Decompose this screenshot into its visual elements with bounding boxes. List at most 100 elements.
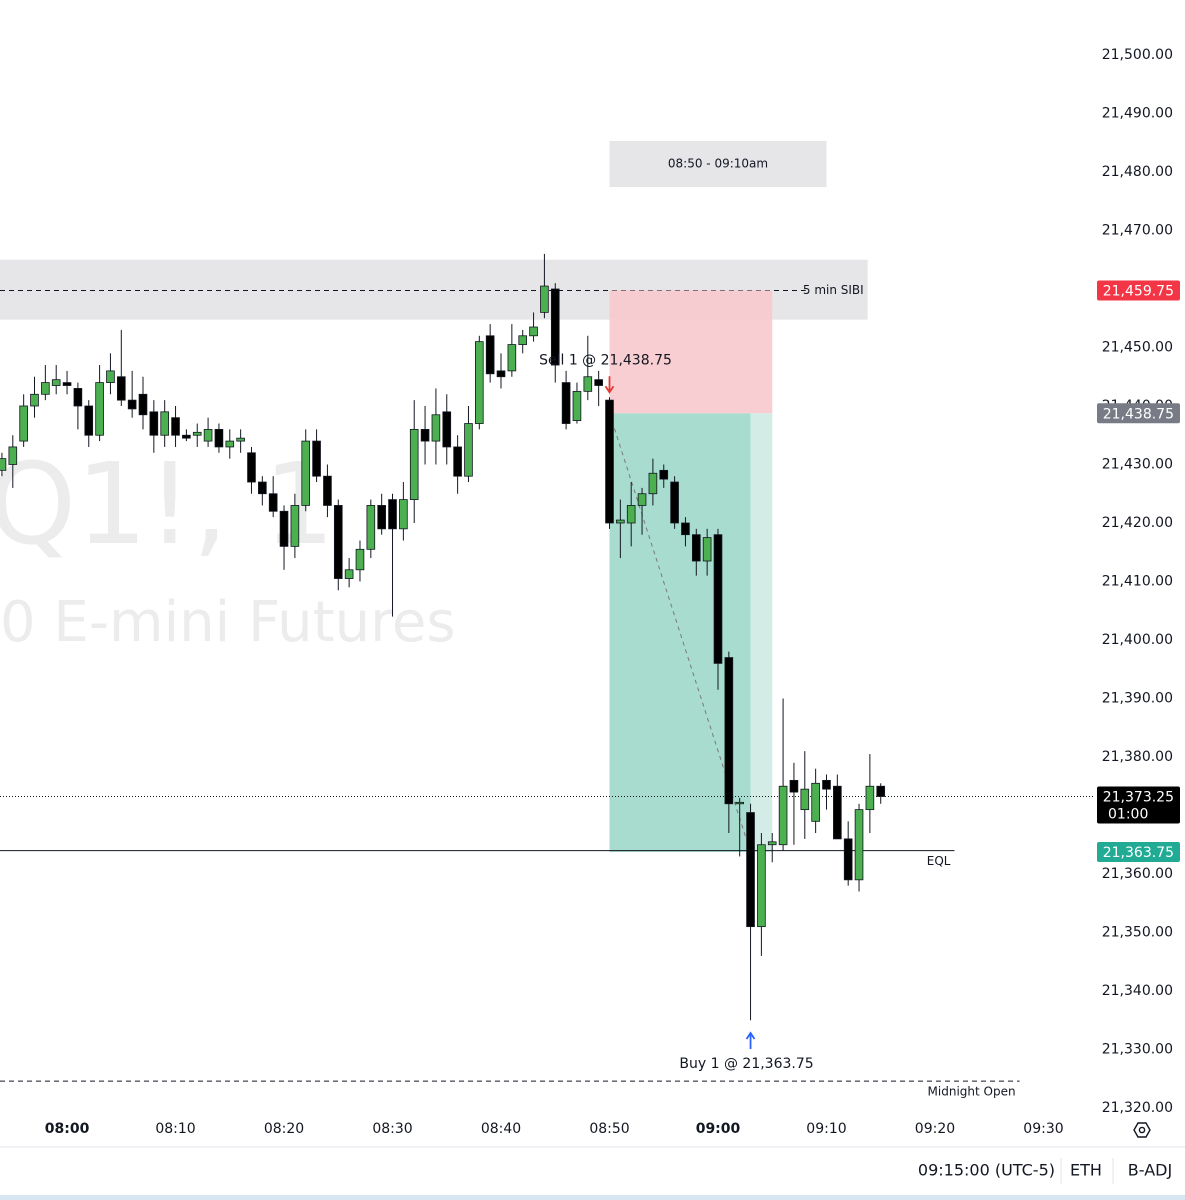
candle-body <box>420 428 430 442</box>
x-tick-label: 08:10 <box>155 1121 195 1137</box>
session-box <box>609 141 827 187</box>
candle-body <box>626 505 636 524</box>
candle-body <box>290 505 300 547</box>
y-tick-label: 21,410.00 <box>1102 573 1173 589</box>
stop-price-text: 21,459.75 <box>1103 283 1174 299</box>
candle-body <box>409 428 419 500</box>
candle-body <box>616 519 625 524</box>
y-tick-label: 21,490.00 <box>1102 105 1173 121</box>
settings-icon[interactable] <box>1133 1122 1151 1138</box>
candle-body <box>561 382 571 424</box>
x-tick-label: 08:40 <box>481 1121 521 1137</box>
candle-body <box>843 838 853 881</box>
target-price-box <box>1097 842 1180 863</box>
candle-body <box>431 414 441 442</box>
candle-body <box>691 534 701 562</box>
settings-hexagon <box>1133 1122 1151 1138</box>
candle-body <box>485 335 495 375</box>
candle-body <box>637 493 647 506</box>
y-tick-label: 21,400.00 <box>1102 632 1173 648</box>
candle-body <box>73 388 83 407</box>
x-tick-label: 08:50 <box>589 1121 629 1137</box>
level-label: Midnight Open <box>928 1085 1016 1099</box>
candle-body <box>681 522 690 536</box>
candle-body <box>550 288 560 366</box>
candle-body <box>388 499 397 530</box>
candle-body <box>876 785 886 797</box>
status-session[interactable]: ETH <box>1070 1161 1102 1180</box>
candle-body <box>789 779 799 793</box>
candle-body <box>127 399 137 410</box>
candle-body <box>605 399 614 524</box>
y-tick-label: 21,320.00 <box>1102 1100 1173 1116</box>
entry-label: Sell 1 @ 21,438.75 <box>539 352 672 368</box>
candle-body <box>594 379 603 386</box>
x-tick-label: 08:20 <box>264 1121 304 1137</box>
y-tick-label: 21,430.00 <box>1102 456 1173 472</box>
candle-body <box>529 326 538 337</box>
candle-body <box>203 428 213 442</box>
last-price-text: 21,373.25 <box>1103 789 1174 805</box>
candle-body <box>116 376 126 401</box>
settings-dot <box>1138 1126 1146 1134</box>
candle-body <box>30 393 39 407</box>
candle-body <box>767 841 777 846</box>
candle-body <box>800 788 810 811</box>
candle-body <box>192 431 202 436</box>
candle-body <box>182 434 191 439</box>
candle-body <box>757 844 766 928</box>
watermark-description: 0 E-mini Futures <box>0 590 456 655</box>
candle-body <box>713 534 723 664</box>
candle-body <box>507 344 517 372</box>
x-tick-label: 08:00 <box>45 1121 90 1137</box>
candle-body <box>778 785 788 846</box>
candle-body <box>833 785 842 840</box>
y-tick-label: 21,390.00 <box>1102 690 1173 706</box>
candle-body <box>160 411 169 436</box>
candle-body <box>279 510 289 547</box>
candle-body <box>572 390 582 422</box>
candle-body <box>8 446 18 465</box>
status-time[interactable]: 09:15:00 (UTC-5) <box>918 1161 1055 1180</box>
candle-body <box>138 393 148 416</box>
candle-body <box>268 493 278 512</box>
candle-body <box>236 437 245 442</box>
stop-price-box <box>1097 280 1180 301</box>
candle-body <box>702 537 712 562</box>
y-tick-label: 21,470.00 <box>1102 222 1173 238</box>
candle-body <box>854 809 864 881</box>
sell-arrow <box>604 376 615 394</box>
exit-label: Buy 1 @ 21,363.75 <box>679 1056 813 1072</box>
candle-body <box>51 379 61 386</box>
y-tick-label: 21,480.00 <box>1102 164 1173 180</box>
bar-countdown: 01:00 <box>1108 806 1148 822</box>
candle-body <box>247 452 256 483</box>
candle-body <box>366 505 376 550</box>
candle-body <box>496 370 506 378</box>
candle-body <box>333 505 343 579</box>
candle-body <box>62 382 72 386</box>
entry-price-box <box>1097 403 1180 424</box>
watermark-symbol: Q1!, 1 <box>0 440 335 570</box>
candle-body <box>344 569 354 579</box>
x-tick-label: 09:20 <box>915 1121 955 1137</box>
status-adjustment[interactable]: B-ADJ <box>1128 1161 1172 1180</box>
sibi-label: 5 min SIBI <box>803 283 864 297</box>
candle-body <box>399 499 408 530</box>
candle-body <box>171 417 180 436</box>
last-price-box <box>1097 786 1180 824</box>
session-label: 08:50 - 09:10am <box>668 157 768 171</box>
candle-body <box>865 785 875 811</box>
candle-body <box>214 428 224 448</box>
candle-body <box>648 472 658 495</box>
candle-body <box>225 440 235 448</box>
y-tick-label: 21,450.00 <box>1102 339 1173 355</box>
candle-body <box>811 782 820 822</box>
y-tick-label: 21,340.00 <box>1102 983 1173 999</box>
candle-body <box>301 440 311 506</box>
candle-body <box>442 411 452 448</box>
candle-body <box>0 458 7 471</box>
x-tick-label: 09:00 <box>696 1121 741 1137</box>
candle-body <box>95 382 104 436</box>
